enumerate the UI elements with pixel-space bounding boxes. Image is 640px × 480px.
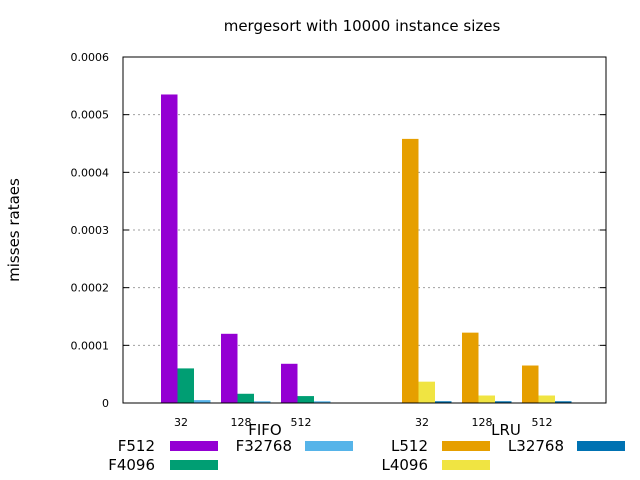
bar-l4096-128 xyxy=(478,395,495,403)
bar-l4096-512 xyxy=(538,395,555,403)
x-tick-label: 512 xyxy=(291,416,312,429)
bar-l32768-128 xyxy=(495,401,512,403)
group-label-lru: LRU xyxy=(491,421,521,439)
bar-f32768-128 xyxy=(254,401,271,403)
plot-frame xyxy=(122,56,607,404)
bar-f512-512 xyxy=(281,363,298,403)
bar-f32768-32 xyxy=(194,400,211,403)
x-tick-label: 512 xyxy=(532,416,553,429)
bar-l512-32 xyxy=(402,138,419,404)
y-tick-label: 0.0001 xyxy=(71,339,110,352)
x-axis-ticks: 32 128 512 32 128 512 xyxy=(174,416,553,429)
bar-f512-128 xyxy=(221,333,238,403)
bar-f512-32 xyxy=(161,94,178,403)
bar-f4096-32 xyxy=(177,368,194,403)
legend-swatch-l512 xyxy=(442,441,490,451)
bars xyxy=(161,94,572,404)
group-label-fifo: FIFO xyxy=(248,421,282,439)
y-tick-label: 0.0006 xyxy=(71,51,110,64)
x-tick-label: 128 xyxy=(472,416,493,429)
legend-label-f32768: F32768 xyxy=(236,437,292,455)
bar-l32768-32 xyxy=(435,401,452,403)
chart-title: mergesort with 10000 instance sizes xyxy=(224,17,501,35)
bar-l4096-32 xyxy=(418,381,435,403)
legend-swatch-f4096 xyxy=(170,460,218,470)
legend-swatch-f32768 xyxy=(305,441,353,451)
grid-lines xyxy=(123,114,606,346)
y-tick-label: 0.0005 xyxy=(71,109,110,122)
legend-swatch-l32768 xyxy=(577,441,625,451)
y-tick-label: 0.0002 xyxy=(71,282,110,295)
y-tick-label: 0.0003 xyxy=(71,224,110,237)
x-tick-label: 128 xyxy=(231,416,252,429)
bar-l512-512 xyxy=(522,365,539,403)
bar-l512-128 xyxy=(462,332,479,403)
legend-label-l512: L512 xyxy=(391,437,428,455)
bar-f32768-512 xyxy=(314,401,331,403)
bar-l32768-512 xyxy=(555,401,572,403)
legend-label-f512: F512 xyxy=(118,437,155,455)
legend-swatch-l4096 xyxy=(442,460,490,470)
y-axis-ticks: 0 0.0001 0.0002 0.0003 0.0004 0.0005 0.0006 xyxy=(71,51,606,410)
bar-f4096-512 xyxy=(297,396,314,403)
y-tick-label: 0.0004 xyxy=(71,166,110,179)
legend-label-l4096: L4096 xyxy=(381,456,428,474)
bar-f4096-128 xyxy=(237,393,254,403)
legend-label-l32768: L32768 xyxy=(508,437,564,455)
y-axis-label: misses rataes xyxy=(5,178,23,282)
group-labels: FIFO LRU xyxy=(248,421,521,439)
x-tick-label: 32 xyxy=(415,416,429,429)
legend-label-f4096: F4096 xyxy=(108,456,155,474)
y-tick-label: 0 xyxy=(102,397,109,410)
legend-swatch-f512 xyxy=(170,441,218,451)
x-tick-label: 32 xyxy=(174,416,188,429)
